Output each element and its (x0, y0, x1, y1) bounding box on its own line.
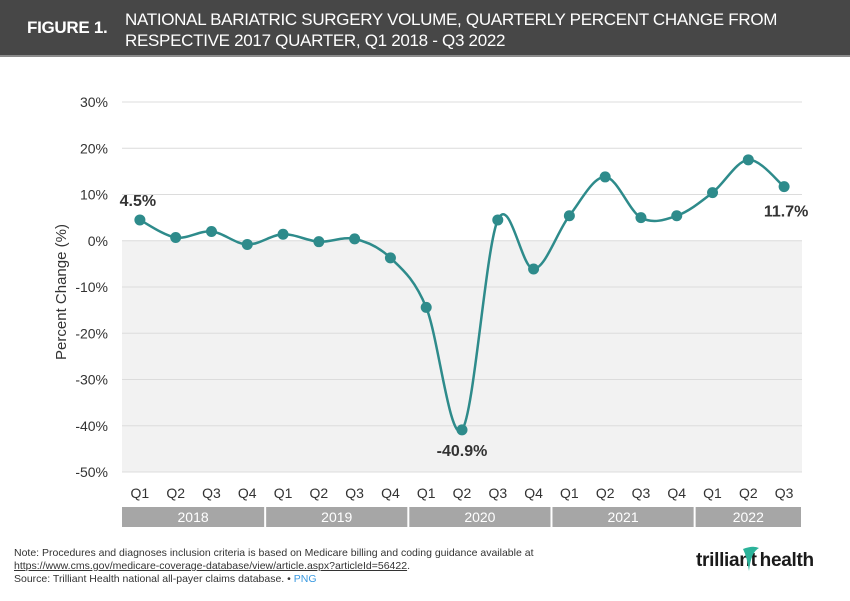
year-label: 2021 (607, 509, 638, 525)
link-suffix: . (407, 560, 410, 572)
year-band (409, 507, 551, 527)
y-axis-label: Percent Change (%) (53, 224, 70, 360)
x-tick-label: Q2 (739, 485, 758, 501)
year-band (122, 507, 265, 527)
footnote: Note: Procedures and diagnoses inclusion… (14, 547, 534, 586)
year-label: 2020 (464, 509, 495, 525)
y-tick-label: -20% (75, 325, 108, 341)
x-tick-label: Q1 (703, 485, 722, 501)
series-line (139, 158, 785, 433)
data-point (277, 228, 289, 240)
trilliant-health-logo: trilliant health (696, 550, 814, 572)
figure-header: FIGURE 1. NATIONAL BARIATRIC SURGERY VOL… (0, 0, 850, 57)
year-band (695, 507, 801, 527)
x-tick-label: Q2 (596, 485, 615, 501)
y-tick-label: 10% (80, 187, 108, 203)
data-point (635, 212, 647, 224)
x-tick-label: Q1 (560, 485, 579, 501)
y-tick-label: -30% (75, 372, 108, 388)
year-band (266, 507, 408, 527)
x-tick-label: Q3 (775, 485, 794, 501)
data-point (599, 171, 611, 183)
negative-region (122, 240, 802, 472)
data-point (707, 187, 719, 199)
year-label: 2018 (178, 509, 209, 525)
data-point (384, 252, 396, 264)
data-point (563, 210, 575, 222)
title-line-1: NATIONAL BARIATRIC SURGERY VOLUME, QUART… (125, 10, 778, 29)
x-tick-label: Q4 (667, 485, 686, 501)
year-band (552, 507, 694, 527)
title-line-2: RESPECTIVE 2017 QUARTER, Q1 2018 - Q3 20… (125, 31, 506, 50)
x-tick-label: Q1 (274, 485, 293, 501)
x-tick-label: Q3 (345, 485, 364, 501)
data-point (456, 424, 468, 436)
data-point (778, 181, 790, 193)
data-label: -40.9% (437, 443, 488, 460)
x-tick-label: Q2 (453, 485, 472, 501)
data-point (420, 301, 432, 313)
x-tick-label: Q1 (131, 485, 150, 501)
png-download-link[interactable]: PNG (293, 573, 317, 585)
data-point (170, 232, 182, 244)
x-tick-label: Q4 (524, 485, 543, 501)
data-point (349, 233, 361, 245)
y-tick-label: 30% (80, 94, 108, 110)
figure-title: NATIONAL BARIATRIC SURGERY VOLUME, QUART… (125, 9, 825, 51)
data-point (313, 236, 325, 248)
data-label: 4.5% (120, 193, 156, 210)
year-label: 2022 (733, 509, 764, 525)
note-text: Note: Procedures and diagnoses inclusion… (14, 547, 534, 559)
data-point (205, 226, 217, 237)
cms-link[interactable]: https://www.cms.gov/medicare-coverage-da… (14, 560, 408, 572)
data-point (134, 214, 146, 226)
data-point (742, 154, 754, 166)
x-tick-label: Q3 (202, 485, 221, 501)
logo-swoosh-icon (743, 546, 759, 571)
data-point (241, 238, 253, 250)
data-point (528, 263, 540, 275)
x-tick-label: Q1 (417, 485, 436, 501)
line-chart: 30% 20% 10% 0% -10% -20% -30% -40% -50% Percent C… (53, 94, 808, 527)
figure-label: FIGURE 1. (27, 18, 108, 37)
y-tick-label: 0% (88, 233, 108, 249)
source-text: Source: Trilliant Health national all-pa… (14, 573, 285, 585)
data-point (671, 210, 683, 222)
data-label: 11.7% (764, 204, 808, 221)
x-tick-label: Q3 (488, 485, 507, 501)
x-tick-label: Q4 (238, 485, 257, 501)
data-point (492, 214, 504, 226)
x-tick-label: Q3 (632, 485, 651, 501)
logo-text: trilliant health (696, 550, 814, 571)
separator: • (284, 573, 294, 585)
y-tick-label: -40% (75, 418, 108, 434)
x-tick-label: Q2 (309, 485, 328, 501)
year-label: 2019 (321, 509, 352, 525)
y-tick-label: -10% (75, 279, 108, 295)
y-tick-label: 20% (80, 140, 108, 156)
x-tick-label: Q4 (381, 485, 400, 501)
x-tick-label: Q2 (166, 485, 185, 501)
y-tick-label: -50% (75, 464, 108, 480)
